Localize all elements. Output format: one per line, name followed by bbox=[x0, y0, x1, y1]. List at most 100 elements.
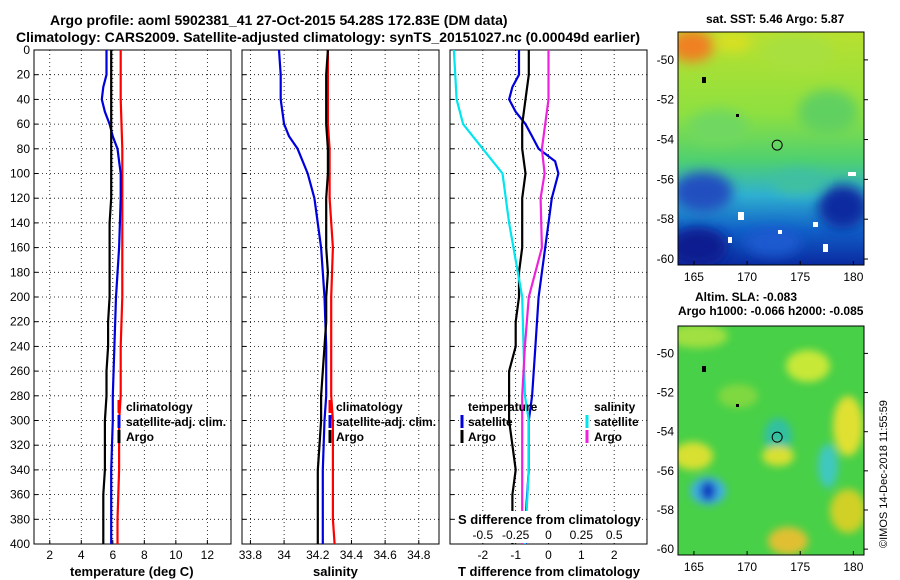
temperature-tick-label: 6 bbox=[109, 548, 116, 562]
salinity-difference-tick-label: -0.5 bbox=[472, 528, 493, 542]
depth-tick-labels: 0 20 40 60 80 100 120 140 160 180 200 220 240 260 280 3… bbox=[10, 43, 30, 551]
temperature-tick-label: 10 bbox=[169, 548, 183, 562]
lat-tick-label: -52 bbox=[657, 93, 675, 107]
temperature-panel: 0 20 40 60 80 100 120 140 160 180 200 220 240 260 280 3… bbox=[10, 43, 232, 579]
lat-tick-label: -60 bbox=[657, 542, 675, 556]
sst-pattern bbox=[678, 32, 864, 265]
legend-salinity-title: salinity bbox=[594, 400, 636, 414]
temperature-series bbox=[100, 50, 124, 544]
legend-satellite: satellite-adj. clim. bbox=[126, 415, 226, 429]
lon-tick-label: 170 bbox=[737, 560, 757, 574]
difference-legend: temperature satellite Argo salinity sate… bbox=[460, 400, 639, 444]
difference-tick-labels: -2 -1 0 1 2 bbox=[477, 548, 617, 562]
salinity-panel: 33.8 34 34.2 34.4 34.6 34.8 salinity climatol… bbox=[239, 49, 440, 579]
series-satellite-adj-clim- bbox=[100, 50, 122, 544]
salinity-tick-label: 34.6 bbox=[373, 548, 397, 562]
argo-location-marker bbox=[771, 139, 783, 151]
title-line-1: Argo profile: aoml 5902381_41 27-Oct-201… bbox=[50, 12, 508, 28]
lon-tick-label: 170 bbox=[737, 270, 757, 284]
lat-tick-label: -54 bbox=[657, 133, 675, 147]
depth-tick-label: 40 bbox=[17, 92, 31, 106]
depth-tick-label: 340 bbox=[10, 463, 30, 477]
sst-lat-labels: -60 -58 -56 -54 -52 -50 bbox=[657, 53, 868, 266]
temperature-tick-label: 4 bbox=[78, 548, 85, 562]
depth-tick-label: 400 bbox=[10, 537, 30, 551]
depth-tick-label: 0 bbox=[23, 43, 30, 57]
depth-tick-label: 200 bbox=[10, 290, 30, 304]
imos-stamp: ©IMOS 14-Dec-2018 11:55:59 bbox=[878, 400, 890, 548]
legend-temperature-title: temperature bbox=[468, 400, 538, 414]
salinity-tick-label: 34.8 bbox=[407, 548, 431, 562]
depth-tick-label: 20 bbox=[17, 68, 31, 82]
series-temperature-argo bbox=[508, 50, 530, 544]
argo-location-marker bbox=[771, 431, 783, 443]
temperature-tick-label: 8 bbox=[141, 548, 148, 562]
legend-argo: Argo bbox=[126, 430, 154, 444]
difference-axis-label: T difference from climatology bbox=[458, 564, 641, 579]
sst-missing-pixels bbox=[728, 172, 856, 252]
lat-tick-label: -58 bbox=[657, 212, 675, 226]
sla-lon-labels: 165 170 175 180 bbox=[684, 551, 864, 574]
series-argo bbox=[316, 49, 329, 544]
temperature-plot-area bbox=[33, 49, 232, 545]
salinity-legend: climatology satellite-adj. clim. Argo bbox=[328, 400, 436, 444]
depth-tick-label: 320 bbox=[10, 438, 30, 452]
series-satellite-adj-clim- bbox=[277, 49, 328, 544]
lat-tick-label: -58 bbox=[657, 503, 675, 517]
legend-climatology: climatology bbox=[336, 400, 403, 414]
sla-pattern bbox=[678, 326, 864, 555]
sst-map-panel: sat. SST: 5.46 Argo: 5.87 bbox=[657, 12, 868, 284]
lon-tick-label: 175 bbox=[790, 560, 810, 574]
temperature-tick-label: 12 bbox=[201, 548, 215, 562]
lon-tick-label: 165 bbox=[684, 270, 704, 284]
depth-tick-label: 120 bbox=[10, 191, 30, 205]
lon-tick-label: 180 bbox=[843, 270, 863, 284]
series-argo bbox=[102, 50, 113, 544]
depth-tick-label: 260 bbox=[10, 364, 30, 378]
series-salinity-argo bbox=[521, 50, 550, 544]
depth-tick-label: 220 bbox=[10, 315, 30, 329]
series-salinity-satellite bbox=[452, 49, 530, 545]
lat-tick-label: -56 bbox=[657, 172, 675, 186]
sst-map-image bbox=[678, 32, 864, 265]
salinity-grid bbox=[242, 49, 439, 545]
sla-map-frame bbox=[677, 325, 865, 556]
difference-tick-label: 2 bbox=[611, 548, 618, 562]
temperature-tick-labels: 2 4 6 8 10 12 bbox=[46, 548, 214, 562]
legend-temp-satellite: satellite bbox=[468, 415, 513, 429]
depth-tick-label: 380 bbox=[10, 512, 30, 526]
difference-series bbox=[452, 49, 560, 545]
depth-tick-label: 140 bbox=[10, 216, 30, 230]
legend-argo: Argo bbox=[336, 430, 364, 444]
land-marks bbox=[702, 77, 739, 117]
temperature-legend: climatology satellite-adj. clim. Argo bbox=[117, 400, 226, 444]
sla-map-title: Altim. SLA: -0.083 bbox=[695, 290, 797, 304]
sla-lat-labels: -60 -58 -56 -54 -52 -50 bbox=[657, 346, 868, 556]
difference-tick-label: 0 bbox=[545, 548, 552, 562]
depth-tick-label: 160 bbox=[10, 241, 30, 255]
sst-map-title: sat. SST: 5.46 Argo: 5.87 bbox=[706, 12, 845, 26]
lon-tick-label: 175 bbox=[790, 270, 810, 284]
depth-tick-label: 60 bbox=[17, 117, 31, 131]
lat-tick-label: -56 bbox=[657, 464, 675, 478]
salinity-axis-label: salinity bbox=[313, 564, 359, 579]
salinity-tick-labels: 33.8 34 34.2 34.4 34.6 34.8 bbox=[239, 548, 431, 562]
lat-tick-label: -50 bbox=[657, 346, 675, 360]
lat-tick-label: -52 bbox=[657, 386, 675, 400]
difference-panel: -2 -1 0 1 2 S difference from climatology T … bbox=[449, 49, 648, 579]
salinity-difference-tick-label: -0.25 bbox=[502, 528, 530, 542]
top-axis-background bbox=[456, 511, 640, 543]
legend-temp-argo: Argo bbox=[468, 430, 496, 444]
lat-tick-label: -50 bbox=[657, 53, 675, 67]
temperature-tick-label: 2 bbox=[46, 548, 53, 562]
depth-tick-label: 80 bbox=[17, 142, 31, 156]
series-climatology bbox=[326, 50, 336, 545]
salinity-plot-area bbox=[241, 49, 440, 545]
legend-sal-satellite: satellite bbox=[594, 415, 639, 429]
sst-lon-labels: 165 170 175 180 bbox=[684, 261, 864, 284]
depth-tick-label: 180 bbox=[10, 265, 30, 279]
depth-tick-label: 100 bbox=[10, 167, 30, 181]
legend-sal-argo: Argo bbox=[594, 430, 622, 444]
salinity-tick-label: 34.4 bbox=[340, 548, 364, 562]
